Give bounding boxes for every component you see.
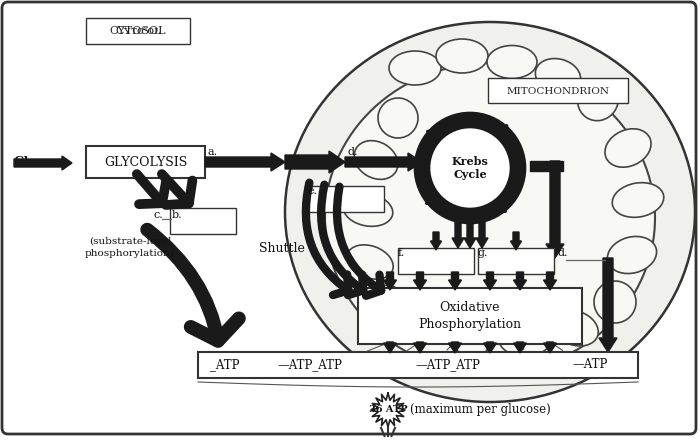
Text: Cʏᴛᴏˢᴏʟ: Cʏᴛᴏˢᴏʟ — [116, 26, 160, 36]
Ellipse shape — [354, 141, 398, 180]
Text: c.: c. — [153, 210, 162, 220]
Polygon shape — [449, 272, 461, 290]
Polygon shape — [285, 151, 345, 173]
Ellipse shape — [378, 98, 418, 138]
FancyBboxPatch shape — [198, 352, 638, 378]
FancyBboxPatch shape — [86, 146, 205, 178]
Text: Shuttle: Shuttle — [259, 242, 305, 254]
Polygon shape — [514, 342, 526, 353]
FancyBboxPatch shape — [358, 288, 582, 344]
Text: Krebs
Cycle: Krebs Cycle — [452, 156, 489, 180]
Ellipse shape — [612, 183, 664, 217]
Text: f.: f. — [398, 248, 405, 258]
Polygon shape — [484, 272, 496, 290]
Text: e.: e. — [308, 186, 318, 196]
Text: CYTOSOL: CYTOSOL — [110, 26, 167, 36]
Ellipse shape — [447, 322, 497, 354]
FancyBboxPatch shape — [478, 248, 554, 274]
Text: _ATP: _ATP — [210, 359, 239, 371]
Ellipse shape — [578, 79, 618, 121]
FancyBboxPatch shape — [308, 186, 384, 212]
Polygon shape — [384, 342, 396, 353]
Polygon shape — [449, 342, 461, 353]
Text: a.: a. — [208, 147, 218, 157]
Polygon shape — [414, 272, 426, 290]
Ellipse shape — [608, 236, 657, 274]
Ellipse shape — [436, 39, 488, 73]
Ellipse shape — [552, 310, 598, 346]
Text: 36 ATP: 36 ATP — [369, 406, 407, 414]
Polygon shape — [452, 221, 464, 248]
Text: (substrate-level
phosphorylation): (substrate-level phosphorylation) — [85, 237, 175, 258]
Polygon shape — [543, 272, 556, 290]
Ellipse shape — [594, 281, 636, 323]
Text: GLYCOLYSIS: GLYCOLYSIS — [104, 155, 187, 169]
Ellipse shape — [368, 286, 407, 325]
Ellipse shape — [536, 59, 580, 93]
Ellipse shape — [285, 22, 695, 402]
Polygon shape — [464, 221, 476, 248]
Text: —ATP: —ATP — [573, 359, 608, 371]
Polygon shape — [430, 232, 442, 250]
Polygon shape — [371, 393, 405, 427]
Ellipse shape — [343, 194, 393, 226]
Text: —ATP_ATP: —ATP_ATP — [278, 359, 342, 371]
Ellipse shape — [389, 51, 441, 85]
Polygon shape — [205, 153, 285, 171]
Text: (maximum per glucose): (maximum per glucose) — [410, 403, 551, 417]
Text: d.: d. — [558, 248, 568, 258]
Ellipse shape — [400, 312, 444, 345]
Polygon shape — [514, 272, 526, 290]
Text: b.: b. — [172, 210, 183, 220]
Text: Glucose: Glucose — [14, 157, 69, 169]
Polygon shape — [14, 156, 72, 170]
Ellipse shape — [605, 129, 651, 167]
Polygon shape — [414, 342, 426, 353]
FancyBboxPatch shape — [86, 18, 190, 44]
Ellipse shape — [325, 63, 655, 373]
Text: d.: d. — [348, 147, 358, 157]
Polygon shape — [543, 342, 556, 353]
Text: MITOCHONDRION: MITOCHONDRION — [507, 87, 610, 95]
Polygon shape — [546, 161, 564, 258]
Ellipse shape — [346, 245, 393, 279]
FancyBboxPatch shape — [488, 78, 628, 103]
Circle shape — [422, 120, 518, 216]
FancyBboxPatch shape — [2, 2, 696, 434]
Polygon shape — [476, 221, 488, 248]
Text: g.: g. — [478, 248, 489, 258]
Polygon shape — [599, 258, 617, 352]
Polygon shape — [530, 161, 563, 171]
Text: Oxidative
Phosphorylation: Oxidative Phosphorylation — [419, 301, 522, 331]
FancyBboxPatch shape — [170, 208, 236, 234]
Text: —ATP_ATP: —ATP_ATP — [416, 359, 480, 371]
FancyBboxPatch shape — [398, 248, 474, 274]
Ellipse shape — [487, 45, 537, 78]
Polygon shape — [384, 272, 396, 290]
Polygon shape — [510, 232, 522, 250]
Polygon shape — [345, 153, 422, 171]
Ellipse shape — [499, 324, 551, 356]
Polygon shape — [484, 342, 496, 353]
